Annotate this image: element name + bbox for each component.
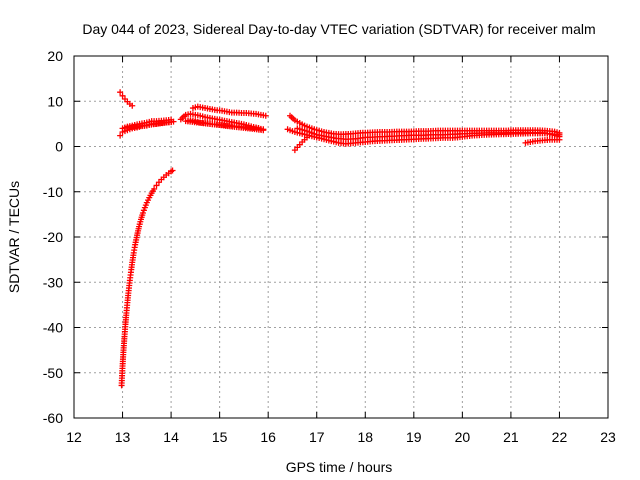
x-tick-label: 12 xyxy=(66,429,82,445)
y-tick-label: -10 xyxy=(43,184,63,200)
data-point xyxy=(169,167,176,174)
x-tick-label: 16 xyxy=(260,429,276,445)
series-tail-16.5h xyxy=(291,134,311,154)
data-point xyxy=(140,207,147,214)
data-point xyxy=(119,92,126,99)
data-point xyxy=(129,102,136,109)
x-axis-label: GPS time / hours xyxy=(286,459,393,475)
x-tick-label: 14 xyxy=(163,429,179,445)
data-point xyxy=(151,186,158,193)
series-band-upper-14-16h xyxy=(189,103,269,119)
data-point xyxy=(117,132,124,139)
chart-title: Day 044 of 2023, Sidereal Day-to-day VTE… xyxy=(82,21,595,37)
x-tick-label: 13 xyxy=(115,429,131,445)
series-band-16-22h-mid xyxy=(294,125,563,143)
series-band-13-14h xyxy=(117,116,177,139)
x-tick-label: 15 xyxy=(212,429,228,445)
series-recovery-curve-13-14h xyxy=(118,167,176,389)
y-tick-label: 10 xyxy=(47,93,63,109)
plot-frame xyxy=(73,55,609,419)
x-tick-label: 17 xyxy=(309,429,325,445)
y-axis-label: SDTVAR / TECUs xyxy=(6,181,22,293)
data-point xyxy=(168,116,175,123)
data-point xyxy=(260,126,267,133)
data-point xyxy=(304,134,311,141)
data-point xyxy=(262,112,269,119)
x-tick-label: 23 xyxy=(600,429,616,445)
y-tick-label: -40 xyxy=(43,320,63,336)
data-point xyxy=(153,182,160,189)
x-tick-labels: 12 13 14 15 16 17 18 19 20 21 22 23 xyxy=(66,429,616,445)
grid-lines xyxy=(74,56,608,418)
y-tick-label: 20 xyxy=(47,48,63,64)
x-tick-label: 21 xyxy=(503,429,519,445)
data-point xyxy=(117,89,124,96)
series-tail-21.3h xyxy=(522,136,563,146)
x-tick-label: 22 xyxy=(552,429,568,445)
y-tick-label: -50 xyxy=(43,365,63,381)
y-tick-label: -60 xyxy=(43,410,63,426)
series-band-lower-14-16h xyxy=(177,110,267,134)
x-tick-label: 20 xyxy=(455,429,471,445)
x-tick-label: 19 xyxy=(406,429,422,445)
data-point xyxy=(139,210,146,217)
y-tick-label: -20 xyxy=(43,229,63,245)
y-tick-label: 0 xyxy=(55,139,63,155)
x-tick-label: 18 xyxy=(357,429,373,445)
y-tick-labels: -60 -50 -40 -30 -20 -10 0 10 20 xyxy=(43,48,63,426)
series-descending-arc-13h xyxy=(117,89,136,109)
y-tick-label: -30 xyxy=(43,274,63,290)
data-points xyxy=(117,89,563,389)
data-point xyxy=(556,136,563,143)
series-band-16-22h-upper xyxy=(287,112,563,138)
